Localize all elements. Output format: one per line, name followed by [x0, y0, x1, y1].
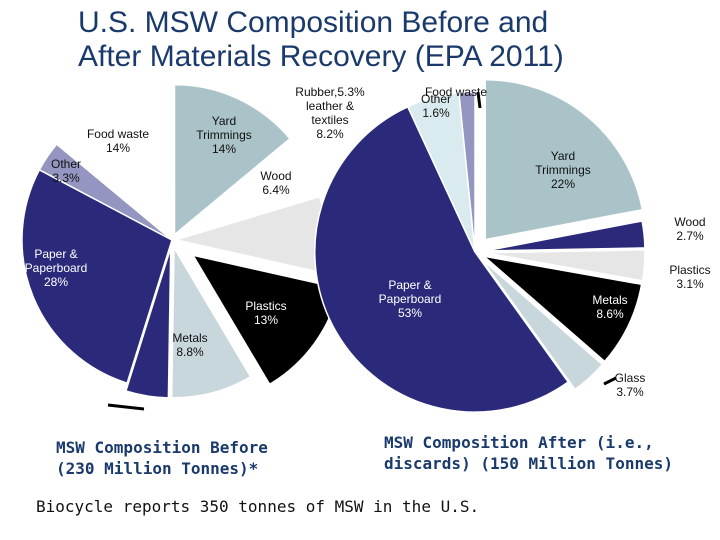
pie0-label-8: Food waste 14% — [87, 127, 149, 155]
pie1-slice-0 — [484, 78, 644, 241]
before-chart-caption: MSW Composition Before (230 Million Tonn… — [56, 437, 326, 479]
pie0-slice-4 — [170, 245, 252, 399]
pie0-slice-0 — [173, 83, 291, 237]
pie1-slice-1 — [484, 220, 646, 252]
pie0-slice-8 — [55, 89, 173, 242]
pie0-label-0: Yard Trimmings 14% — [196, 114, 252, 156]
pie1-leader-7 — [476, 91, 482, 109]
chart-title: U.S. MSW Composition Before and After Ma… — [78, 6, 698, 74]
pie0-label-2: Rubber,5.3% leather & textiles 8.2% — [295, 85, 365, 141]
chart-title-line2: After Materials Recovery (EPA 2011) — [78, 40, 564, 73]
pie1-label-0: Yard Trimmings 22% — [535, 149, 591, 191]
pie1-slice-5 — [314, 105, 570, 413]
pie0-slice-1 — [175, 141, 321, 239]
after-caption-line1: MSW Composition After (i.e., — [384, 433, 654, 452]
pie0-slice-6 — [21, 168, 173, 385]
pie1-label-3: Metals 8.6% — [592, 293, 627, 321]
pie0-leader-5 — [107, 403, 145, 411]
pie1-label-1: Wood 2.7% — [674, 215, 705, 243]
chart-title-line1: U.S. MSW Composition Before and — [78, 6, 549, 39]
pie0-label-1: Wood 6.4% — [260, 169, 291, 197]
pie1-slice-2 — [484, 249, 646, 282]
pie0-label-6: Paper & Paperboard 28% — [25, 247, 88, 289]
pie1-slice-3 — [481, 255, 643, 363]
pie1-label-2: Plastics 3.1% — [669, 263, 710, 291]
pie0-label-5: Glass 4.6% — [75, 387, 106, 415]
pie1-label-7: Other 1.6% — [421, 92, 451, 120]
pie1-label-6: Food waste — [425, 85, 487, 99]
after-chart-caption: MSW Composition After (i.e., discards) (… — [384, 432, 714, 474]
pie1-label-4: Glass 3.7% — [615, 371, 646, 399]
pie0-label-3: Plastics 13% — [245, 299, 286, 327]
pie1-leader-4 — [603, 376, 617, 386]
after-caption-line2: discards) (150 Million Tonnes) — [384, 454, 673, 473]
pie1-label-5: Paper & Paperboard 53% — [379, 278, 442, 320]
pie1-slice-7 — [458, 91, 476, 253]
before-caption-line1: MSW Composition Before — [56, 438, 268, 457]
before-caption-line2: (230 Million Tonnes)* — [56, 459, 259, 478]
pie0-label-4: Metals 8.8% — [172, 331, 207, 359]
pie1-slice-4 — [481, 258, 604, 391]
pie0-slice-5 — [124, 247, 172, 399]
pie0-label-7: Other 3.3% — [51, 157, 81, 185]
footnote: Biocycle reports 350 tonnes of MSW in th… — [36, 497, 480, 516]
